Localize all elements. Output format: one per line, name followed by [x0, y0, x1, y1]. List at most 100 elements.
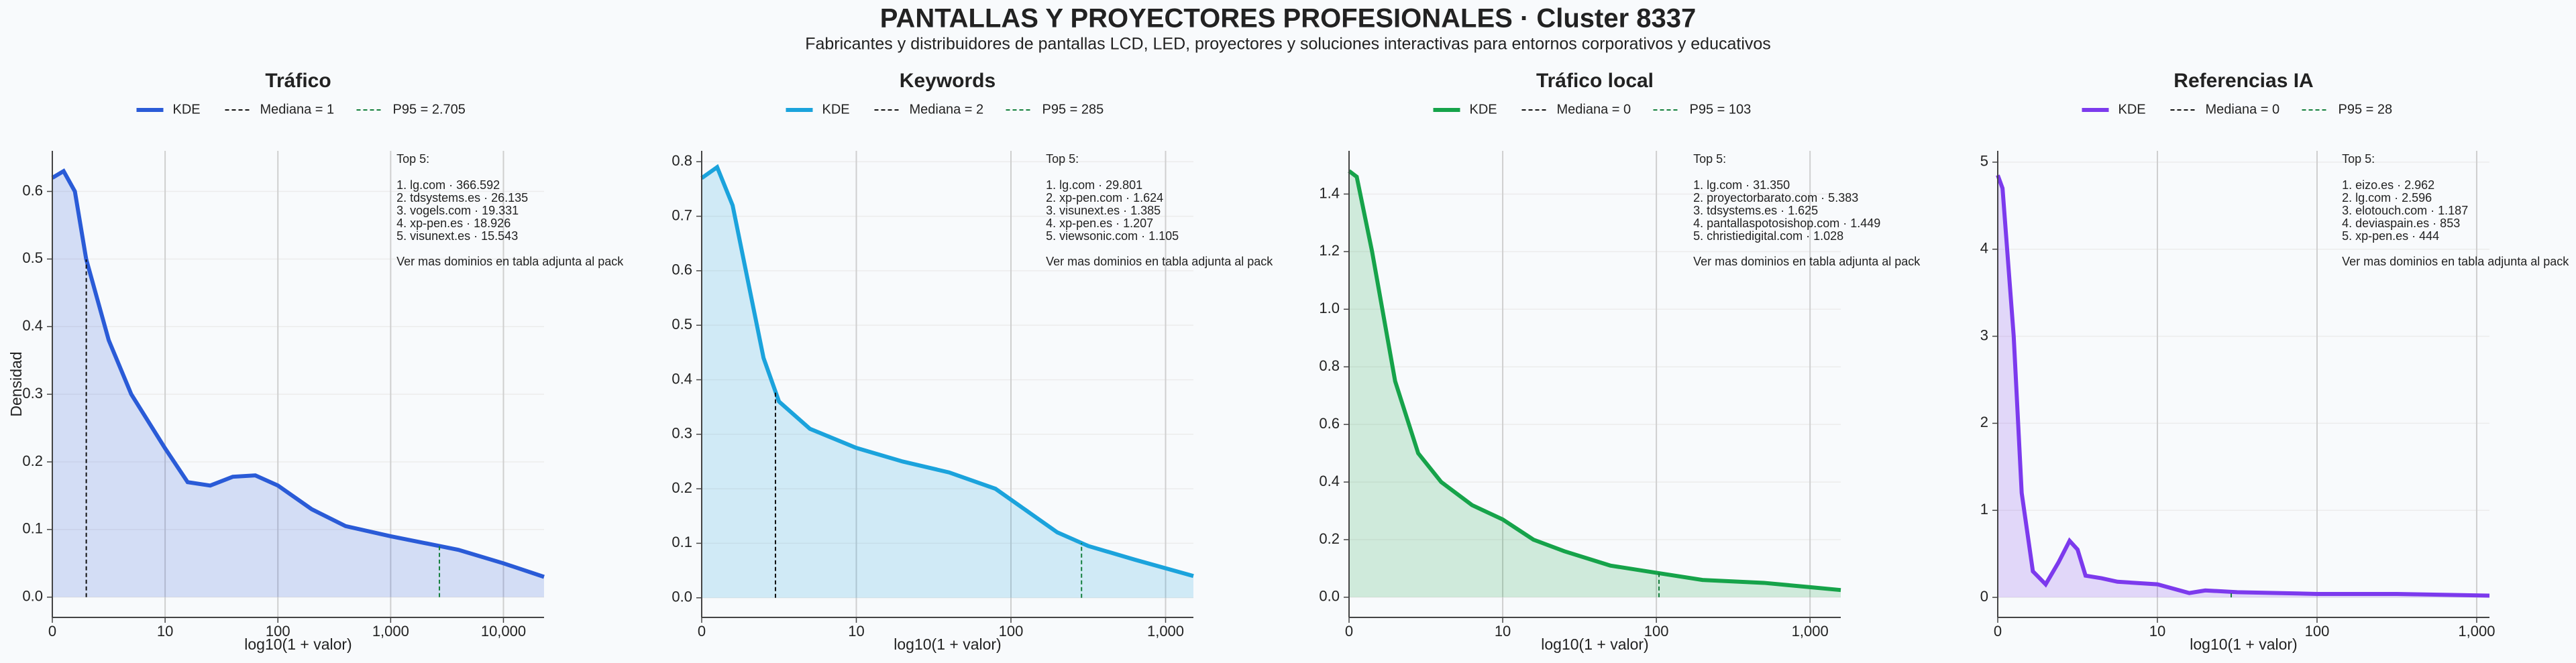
y-tick-label: 0.2: [672, 479, 692, 496]
chart-subtitle: Fabricantes y distribuidores de pantalla…: [805, 35, 1771, 54]
x-tick-label: 100: [2305, 623, 2330, 640]
y-tick-label: 0.5: [672, 316, 692, 333]
annotation-note: Ver mas dominios en tabla adjunta al pac…: [1046, 255, 1273, 268]
annotation-line: 2. xp-pen.com · 1.624: [1046, 191, 1163, 204]
annotation-note: Ver mas dominios en tabla adjunta al pac…: [396, 255, 624, 268]
legend-label: P95 = 28: [2339, 102, 2393, 117]
annotation-line: 1. eizo.es · 2.962: [2342, 178, 2434, 192]
y-tick-label: 0.4: [22, 317, 43, 334]
y-tick-label: 1.0: [1319, 300, 1340, 316]
x-tick-label: 10: [157, 623, 173, 640]
x-tick-label: 0: [698, 623, 706, 640]
x-tick-label: 100: [1644, 623, 1669, 640]
y-tick-label: 0.8: [1319, 357, 1340, 374]
y-tick-label: 2: [1980, 414, 1988, 430]
annotation-title: Top 5:: [1693, 152, 1726, 166]
x-tick-label: 10: [1495, 623, 1511, 640]
x-tick-label: 0: [48, 623, 56, 640]
annotation-line: 2. proyectorbarato.com · 5.383: [1693, 191, 1858, 204]
x-tick-label: 100: [999, 623, 1024, 640]
legend-label: P95 = 285: [1042, 102, 1104, 117]
annotation-line: 5. visunext.es · 15.543: [396, 229, 518, 243]
x-axis-label: log10(1 + valor): [1541, 636, 1648, 653]
legend-label: KDE: [173, 102, 201, 117]
x-tick-label: 100: [266, 623, 290, 640]
y-tick-label: 1.4: [1319, 184, 1340, 201]
annotation-line: 1. lg.com · 29.801: [1046, 178, 1142, 192]
annotation-line: 1. lg.com · 366.592: [396, 178, 500, 192]
y-tick-label: 0.5: [22, 249, 43, 266]
annotation-title: Top 5:: [396, 152, 429, 166]
y-tick-label: 0.6: [672, 261, 692, 278]
y-tick-label: 0.3: [22, 385, 43, 402]
chart-title: PANTALLAS Y PROYECTORES PROFESIONALES · …: [880, 4, 1697, 34]
annotation-title: Top 5:: [2342, 152, 2375, 166]
annotation-line: 5. christiedigital.com · 1.028: [1693, 229, 1843, 243]
legend-label: KDE: [2118, 102, 2146, 117]
x-tick-label: 1,000: [1792, 623, 1829, 640]
x-axis-label: log10(1 + valor): [244, 636, 352, 653]
x-tick-label: 1,000: [2458, 623, 2495, 640]
legend-label: Mediana = 2: [910, 102, 984, 117]
y-tick-label: 0.4: [1319, 473, 1340, 489]
annotation-line: 3. vogels.com · 19.331: [396, 204, 519, 217]
x-axis-label: log10(1 + valor): [2190, 636, 2297, 653]
y-tick-label: 4: [1980, 240, 1988, 257]
y-tick-label: 0.4: [672, 370, 692, 387]
x-axis-label: log10(1 + valor): [894, 636, 1001, 653]
kde-area: [1349, 171, 1841, 597]
annotation-line: 2. tdsystems.es · 26.135: [396, 191, 528, 204]
panel-title: Referencias IA: [2174, 70, 2313, 92]
kde-line: [51, 168, 545, 579]
y-tick-label: 3: [1980, 326, 1988, 343]
y-tick-label: 0.1: [22, 520, 43, 537]
legend-label: Mediana = 1: [260, 102, 335, 117]
legend-label: Mediana = 0: [1557, 102, 1631, 117]
y-tick-label: 0.0: [1319, 588, 1340, 605]
x-tick-label: 10: [848, 623, 864, 640]
annotation-line: 4. xp-pen.es · 1.207: [1046, 217, 1153, 230]
panel-title: Tráfico: [265, 70, 331, 92]
kde-line: [1348, 169, 1841, 593]
kde-area: [702, 167, 1193, 598]
panel-title: Tráfico local: [1536, 70, 1654, 92]
y-tick-label: 0.3: [672, 425, 692, 442]
annotation-line: 2. lg.com · 2.596: [2342, 191, 2432, 204]
y-tick-label: 0.7: [672, 206, 692, 223]
annotation-note: Ver mas dominios en tabla adjunta al pac…: [1693, 255, 1921, 268]
legend-label: P95 = 103: [1690, 102, 1752, 117]
legend-label: Mediana = 0: [2206, 102, 2280, 117]
x-tick-label: 0: [1994, 623, 2002, 640]
annotation-line: 4. xp-pen.es · 18.926: [396, 217, 511, 230]
x-tick-label: 10: [2149, 623, 2165, 640]
y-tick-label: 0.0: [672, 589, 692, 605]
y-tick-label: 0.2: [1319, 530, 1340, 547]
annotation-title: Top 5:: [1046, 152, 1079, 166]
legend-label: KDE: [1470, 102, 1497, 117]
annotation-line: 5. viewsonic.com · 1.105: [1046, 229, 1179, 243]
y-tick-label: 0.8: [672, 152, 692, 169]
panel-title: Keywords: [900, 70, 996, 92]
y-tick-label: 0.2: [22, 453, 43, 469]
y-tick-label: 0: [1980, 588, 1988, 605]
kde-line: [700, 164, 1194, 579]
legend-label: P95 = 2.705: [393, 102, 466, 117]
x-tick-label: 10,000: [481, 623, 526, 640]
legend-label: KDE: [822, 102, 850, 117]
y-tick-label: 0.0: [22, 588, 43, 605]
y-tick-label: 5: [1980, 153, 1988, 170]
annotation-line: 4. pantallaspotosishop.com · 1.449: [1693, 217, 1880, 230]
x-tick-label: 1,000: [372, 623, 409, 640]
kde-line: [1996, 174, 2490, 598]
y-tick-label: 0.1: [672, 534, 692, 550]
annotation-line: 5. xp-pen.es · 444: [2342, 229, 2439, 243]
y-tick-label: 1: [1980, 501, 1988, 518]
annotation-note: Ver mas dominios en tabla adjunta al pac…: [2342, 255, 2569, 268]
y-axis-label: Densidad: [7, 351, 25, 416]
annotation-line: 4. deviaspain.es · 853: [2342, 217, 2460, 230]
annotation-line: 3. tdsystems.es · 1.625: [1693, 204, 1818, 217]
annotation-line: 1. lg.com · 31.350: [1693, 178, 1790, 192]
